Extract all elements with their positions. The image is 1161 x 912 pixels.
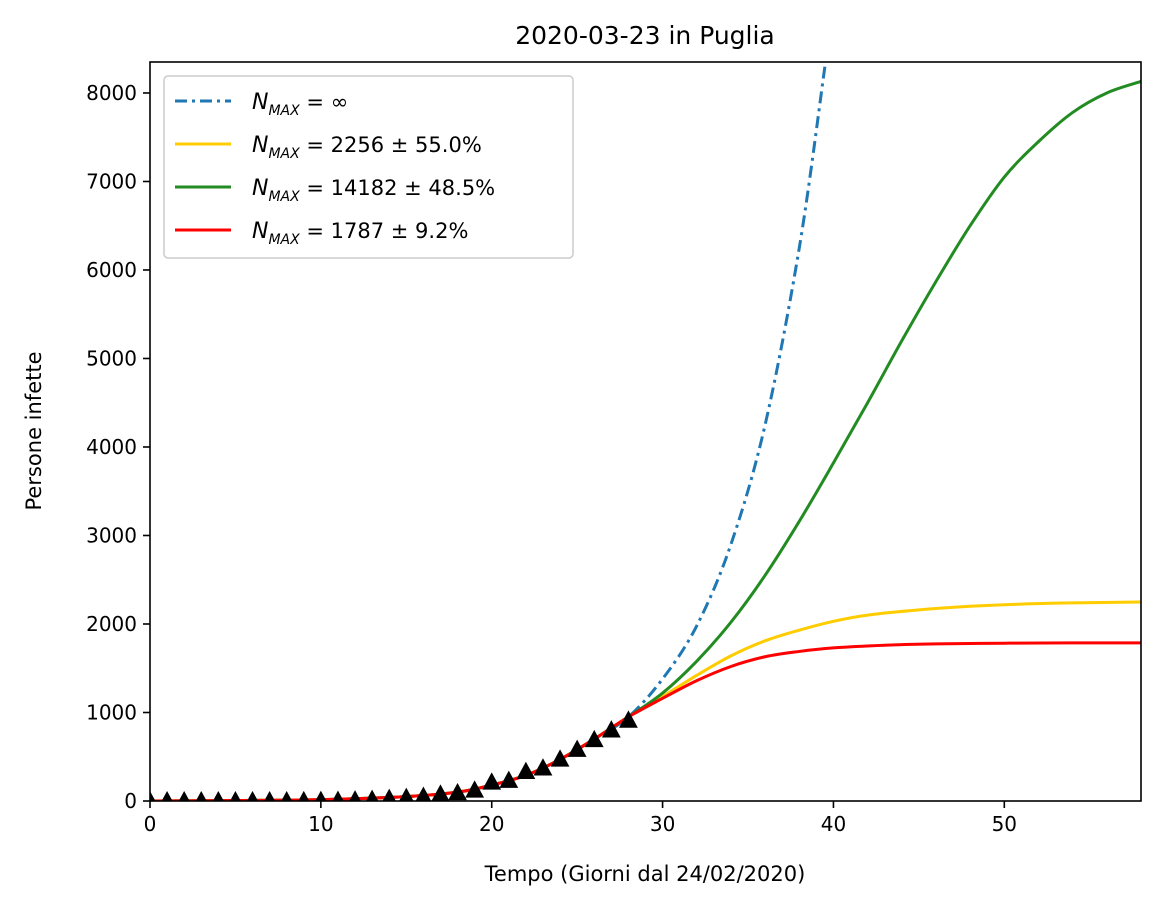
data-point: [431, 784, 450, 801]
data-point: [584, 729, 604, 748]
x-axis-label: Tempo (Giorni dal 24/02/2020): [484, 862, 806, 886]
y-tick-label: 2000: [86, 612, 137, 636]
y-tick-label: 3000: [86, 523, 137, 547]
x-axis: 0 10 20 30 40 50: [144, 801, 1017, 836]
data-point: [229, 790, 241, 801]
data-point: [161, 790, 173, 801]
data-point: [332, 790, 344, 801]
data-point: [482, 772, 502, 790]
data-point: [247, 790, 258, 801]
data-point: [550, 749, 570, 767]
data-point: [382, 788, 396, 801]
legend-label-2: NMAX = 2256 ± 55.0%: [252, 133, 482, 162]
observed-markers: [150, 710, 638, 801]
x-tick-label: 10: [308, 812, 333, 836]
data-point: [499, 770, 519, 788]
y-axis-label: Persone infette: [22, 351, 46, 510]
y-tick-label: 0: [124, 789, 137, 813]
data-point: [150, 790, 156, 801]
data-point: [415, 786, 432, 801]
data-point: [349, 790, 361, 801]
y-tick-label: 6000: [86, 258, 137, 282]
legend-label-3: NMAX = 14182 ± 48.5%: [252, 176, 495, 205]
data-point: [465, 780, 485, 798]
x-tick-label: 0: [144, 812, 157, 836]
x-tick-label: 40: [821, 812, 846, 836]
chart-title: 2020-03-23 in Puglia: [515, 21, 775, 50]
data-point: [516, 761, 536, 780]
data-point: [448, 782, 467, 801]
data-point: [365, 789, 379, 801]
data-point: [281, 790, 293, 801]
data-point: [195, 790, 207, 801]
data-point: [298, 790, 310, 801]
x-tick-label: 50: [992, 812, 1017, 836]
data-point: [315, 790, 327, 801]
y-tick-label: 8000: [86, 81, 137, 105]
data-point: [533, 758, 553, 776]
y-axis: 0 1000 2000 3000 4000 5000 6000 7000 8000: [86, 81, 150, 813]
y-tick-label: 5000: [86, 346, 137, 370]
data-point: [399, 787, 414, 801]
legend-label-1: NMAX = ∞: [252, 90, 348, 119]
y-tick-label: 7000: [86, 169, 137, 193]
data-point: [178, 790, 190, 801]
x-tick-label: 20: [479, 812, 504, 836]
data-point: [567, 739, 587, 757]
y-tick-label: 4000: [86, 435, 137, 459]
legend: NMAX = ∞ NMAX = 2256 ± 55.0% NMAX = 14182 …: [163, 75, 574, 259]
data-point: [619, 710, 638, 728]
data-point: [601, 720, 621, 738]
plot-frame: [149, 61, 1142, 802]
data-point: [264, 790, 276, 801]
x-tick-label: 30: [650, 812, 675, 836]
legend-box: [163, 75, 574, 259]
data-point: [212, 790, 224, 801]
legend-label-4: NMAX = 1787 ± 9.2%: [252, 219, 468, 248]
y-tick-label: 1000: [86, 700, 137, 724]
